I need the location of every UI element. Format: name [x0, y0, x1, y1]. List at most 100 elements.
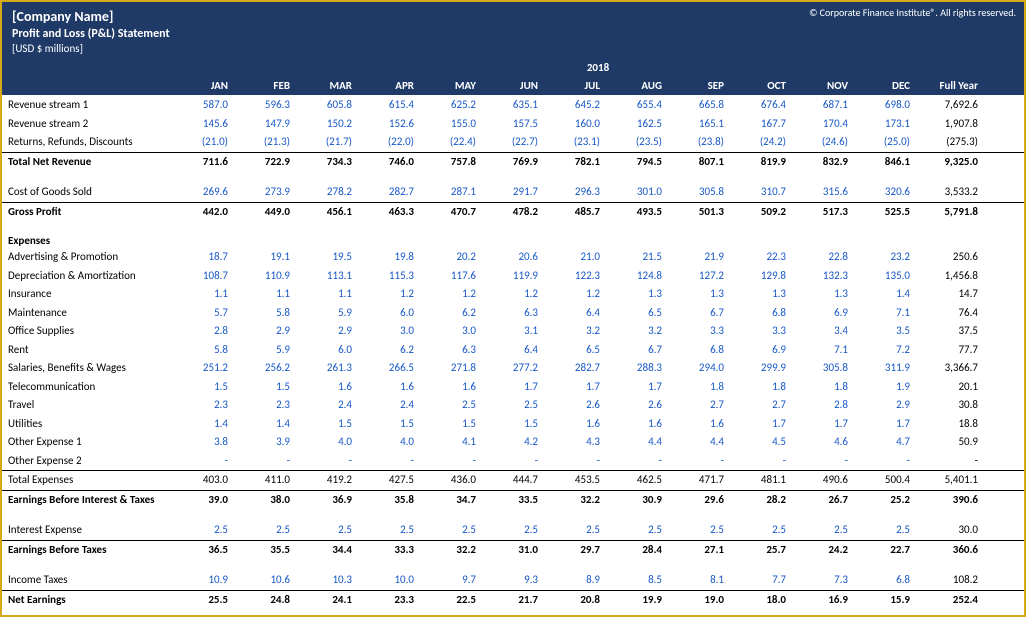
cell: 436.0 — [420, 471, 482, 490]
cell: 20.8 — [544, 591, 606, 610]
cell: 39.0 — [172, 491, 234, 510]
cell: 6.3 — [482, 304, 544, 323]
cell: 3.0 — [420, 322, 482, 341]
cell: - — [606, 452, 668, 471]
cell: 442.0 — [172, 203, 234, 222]
cell: 124.8 — [606, 267, 668, 286]
cell: 22.8 — [792, 248, 854, 267]
cell-fy: 1,456.8 — [916, 267, 986, 286]
cell-fy: 250.6 — [916, 248, 986, 267]
spacer — [2, 609, 1024, 615]
row-travel: Travel2.32.32.42.42.52.52.62.62.72.72.82… — [2, 396, 1024, 415]
cell: 1.9 — [854, 378, 916, 397]
cell: 2.5 — [296, 521, 358, 540]
cell: 635.1 — [482, 96, 544, 115]
cell: 1.3 — [606, 285, 668, 304]
cell: 6.5 — [544, 341, 606, 360]
cell: 2.5 — [420, 521, 482, 540]
cell: 6.4 — [544, 304, 606, 323]
cell: 10.9 — [172, 571, 234, 590]
cell: 31.0 — [482, 541, 544, 560]
cell: 320.6 — [854, 183, 916, 202]
cell: 1.5 — [296, 415, 358, 434]
cell: 5.7 — [172, 304, 234, 323]
cell: 36.5 — [172, 541, 234, 560]
row-label: Earnings Before Taxes — [2, 541, 172, 560]
cell: 24.8 — [234, 591, 296, 610]
month-oct: OCT — [730, 76, 792, 95]
cell: (24.2) — [730, 133, 792, 152]
cell: 645.2 — [544, 96, 606, 115]
cell: 722.9 — [234, 153, 296, 172]
cell-fy: 37.5 — [916, 322, 986, 341]
cell: 1.6 — [420, 378, 482, 397]
cell: 271.8 — [420, 359, 482, 378]
row-office: Office Supplies2.82.92.93.03.03.13.23.23… — [2, 322, 1024, 341]
cell: 8.9 — [544, 571, 606, 590]
row-label: Net Earnings — [2, 591, 172, 610]
cell: 7.3 — [792, 571, 854, 590]
cell: 1.2 — [482, 285, 544, 304]
cell: 7.2 — [854, 341, 916, 360]
cell-fy: 77.7 — [916, 341, 986, 360]
cell: 2.5 — [854, 521, 916, 540]
cell: (21.3) — [234, 133, 296, 152]
cell: 147.9 — [234, 115, 296, 134]
cell-fy: - — [916, 452, 986, 471]
cell: 28.4 — [606, 541, 668, 560]
cell: 794.5 — [606, 153, 668, 172]
month-may: MAY — [420, 76, 482, 95]
cell: 6.9 — [792, 304, 854, 323]
cell: 6.0 — [358, 304, 420, 323]
cell: 1.8 — [730, 378, 792, 397]
cell: 676.4 — [730, 96, 792, 115]
cell: 1.2 — [544, 285, 606, 304]
cell: 500.4 — [854, 471, 916, 490]
row-label: Total Expenses — [2, 471, 172, 490]
cell: 2.5 — [482, 396, 544, 415]
cell: 21.7 — [482, 591, 544, 610]
cell: 4.0 — [296, 433, 358, 452]
cell: 34.4 — [296, 541, 358, 560]
cell-fy: 3,366.7 — [916, 359, 986, 378]
full-year-header: Full Year — [916, 76, 986, 95]
cell: 463.3 — [358, 203, 420, 222]
row-oth1: Other Expense 13.83.94.04.04.14.24.34.44… — [2, 433, 1024, 452]
cell: 4.3 — [544, 433, 606, 452]
cell: 32.2 — [420, 541, 482, 560]
cell: - — [668, 452, 730, 471]
cell: (23.1) — [544, 133, 606, 152]
cell: 305.8 — [792, 359, 854, 378]
month-jul: JUL — [544, 76, 606, 95]
cell: 1.1 — [234, 285, 296, 304]
cell: 4.6 — [792, 433, 854, 452]
cell: 22.3 — [730, 248, 792, 267]
row-tax: Income Taxes10.910.610.310.09.79.38.98.5… — [2, 571, 1024, 591]
cell: 698.0 — [854, 96, 916, 115]
cell: 501.3 — [668, 203, 730, 222]
row-intexp: Interest Expense2.52.52.52.52.52.52.52.5… — [2, 521, 1024, 540]
cell: 605.8 — [296, 96, 358, 115]
cell-fy: (275.3) — [916, 133, 986, 152]
cell: 2.8 — [792, 396, 854, 415]
cell: - — [544, 452, 606, 471]
cell: 1.4 — [172, 415, 234, 434]
cell: 2.5 — [730, 521, 792, 540]
cell: 28.2 — [730, 491, 792, 510]
cell-fy: 9,325.0 — [916, 153, 986, 172]
cell: 19.8 — [358, 248, 420, 267]
cell: 160.0 — [544, 115, 606, 134]
cell: 757.8 — [420, 153, 482, 172]
row-netrev: Total Net Revenue711.6722.9734.3746.0757… — [2, 152, 1024, 172]
cell: 1.7 — [792, 415, 854, 434]
cell: 315.6 — [792, 183, 854, 202]
cell: 525.5 — [854, 203, 916, 222]
cell: 278.2 — [296, 183, 358, 202]
cell: 4.2 — [482, 433, 544, 452]
cell: 34.7 — [420, 491, 482, 510]
cell-fy: 360.6 — [916, 541, 986, 560]
cell: 2.5 — [606, 521, 668, 540]
row-dep: Depreciation & Amortization108.7110.9113… — [2, 267, 1024, 286]
cell: 152.6 — [358, 115, 420, 134]
cell: 2.5 — [544, 521, 606, 540]
